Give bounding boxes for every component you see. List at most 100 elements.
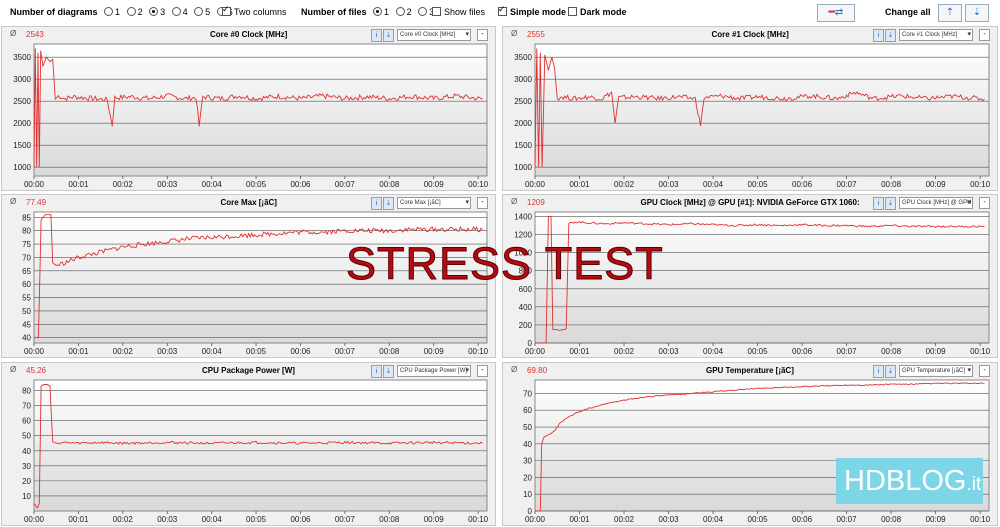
y-tick-label: 3500 <box>514 53 532 62</box>
simple-mode-checkbox[interactable] <box>498 4 507 16</box>
two-columns-label: Two columns <box>234 7 287 17</box>
y-tick-label: 1200 <box>514 231 532 240</box>
sensor-select[interactable]: GPU Clock [MHz] @ GPU <box>899 197 973 209</box>
y-tick-label: 60 <box>22 417 31 426</box>
diagram-option-1: 1 <box>115 7 121 17</box>
info-button[interactable]: i <box>371 365 382 378</box>
stress-test-watermark: STRESS TEST <box>346 238 664 290</box>
panel-title: CPU Package Power [W] <box>202 366 295 375</box>
diagram-panel-core0-clock: Ø 2543 Core #0 Clock [MHz] i ⇣ Core #0 Clock … <box>1 26 496 191</box>
plot-area <box>33 43 488 177</box>
panel-menu-button[interactable]: - <box>979 197 990 209</box>
panel-menu-button[interactable]: - <box>477 197 488 209</box>
info-button[interactable]: i <box>371 197 382 210</box>
info-button[interactable]: i <box>873 365 884 378</box>
diagram-radio-2[interactable] <box>126 7 136 16</box>
sensor-select[interactable]: GPU Temperature [¡ãC] <box>899 365 973 377</box>
sort-button[interactable]: ⇣ <box>885 197 896 210</box>
sensor-select[interactable]: Core Max [¡ãC] <box>397 197 471 209</box>
sensor-select[interactable]: CPU Package Power [W] <box>397 365 471 377</box>
num-files-label: Number of files <box>301 7 367 17</box>
x-tick-label: 00:08 <box>881 180 902 189</box>
panel-menu-button[interactable]: - <box>477 365 488 377</box>
sensor-select[interactable]: Core #0 Clock [MHz] <box>397 29 471 41</box>
sort-button[interactable]: ⇣ <box>383 29 394 42</box>
x-tick-label: 00:01 <box>68 347 89 356</box>
diagram-radio-3[interactable] <box>149 7 159 16</box>
sort-button[interactable]: ⇣ <box>885 29 896 42</box>
sensor-select[interactable]: Core #1 Clock [MHz] <box>899 29 973 41</box>
x-tick-label: 00:10 <box>468 180 489 189</box>
file-radio-2[interactable] <box>395 7 405 16</box>
dark-mode-toggle[interactable]: Dark mode <box>568 7 627 17</box>
data-series-line <box>33 384 483 509</box>
num-diagrams-label: Number of diagrams <box>10 7 98 17</box>
arrow-up-icon: ⇡ <box>945 7 955 18</box>
x-tick-label: 00:04 <box>202 515 223 524</box>
panel-menu-button[interactable]: - <box>477 29 488 41</box>
show-files-toggle[interactable]: Show files <box>432 7 485 17</box>
two-columns-checkbox[interactable] <box>222 4 231 16</box>
x-tick-label: 00:08 <box>881 515 902 524</box>
diagram-radio-1[interactable] <box>104 7 114 16</box>
y-tick-label: 30 <box>22 462 31 471</box>
x-tick-label: 00:09 <box>424 180 445 189</box>
data-series-line <box>535 216 985 344</box>
num-files-group: Number of files 1 2 3 <box>301 7 434 17</box>
x-tick-label: 00:00 <box>525 180 546 189</box>
current-value: 69.80 <box>527 366 548 375</box>
logo-blog: BLOG <box>885 465 967 497</box>
logo-hd: HD <box>844 465 886 497</box>
panel-title: Core #1 Clock [MHz] <box>711 30 789 39</box>
x-tick-label: 00:03 <box>157 180 178 189</box>
num-diagrams-group: Number of diagrams 1 2 3 4 5 6 <box>10 7 233 17</box>
y-tick-label: 2000 <box>514 119 532 128</box>
x-tick-label: 00:09 <box>926 180 947 189</box>
x-tick-label: 00:09 <box>926 347 947 356</box>
info-button[interactable]: i <box>873 29 884 42</box>
hdblog-logo: HDBLOG.it <box>836 458 983 504</box>
file-radio-1[interactable] <box>373 7 383 16</box>
diagram-radio-5[interactable] <box>194 7 204 16</box>
y-tick-label: 70 <box>22 253 31 262</box>
panel-menu-button[interactable]: - <box>979 29 990 41</box>
panel-title: Core #0 Clock [MHz] <box>210 30 288 39</box>
toolbar: Number of diagrams 1 2 3 4 5 6 Two colum… <box>0 0 1000 26</box>
x-tick-label: 00:06 <box>290 180 311 189</box>
current-value: 2543 <box>26 30 44 39</box>
sort-button[interactable]: ⇣ <box>383 365 394 378</box>
x-tick-label: 00:02 <box>113 347 134 356</box>
panel-menu-button[interactable]: - <box>979 365 990 377</box>
change-all-up-button[interactable]: ⇡ <box>938 4 962 22</box>
y-tick-label: 60 <box>22 280 31 289</box>
x-tick-label: 00:06 <box>792 347 813 356</box>
simple-mode-toggle[interactable]: Simple mode <box>498 4 566 17</box>
x-tick-label: 00:10 <box>970 515 991 524</box>
file-radio-3[interactable] <box>418 7 428 16</box>
sort-button[interactable]: ⇣ <box>383 197 394 210</box>
reset-colors-button[interactable]: ━⇄ <box>817 4 855 22</box>
y-tick-label: 1500 <box>13 141 31 150</box>
diagram-option-4: 4 <box>182 7 188 17</box>
x-tick-label: 00:00 <box>525 515 546 524</box>
show-files-checkbox[interactable] <box>432 7 441 16</box>
dark-mode-checkbox[interactable] <box>568 7 577 16</box>
info-button[interactable]: i <box>873 197 884 210</box>
y-tick-label: 50 <box>523 423 532 432</box>
diagram-symbol-icon: Ø <box>511 29 518 38</box>
info-button[interactable]: i <box>371 29 382 42</box>
line-chart: 1000 1500 2000 2500 3000 3500 00:00 00:01 00:02 0… <box>13 43 489 189</box>
two-columns-toggle[interactable]: Two columns <box>222 4 287 17</box>
x-tick-label: 00:00 <box>525 347 546 356</box>
y-tick-label: 20 <box>523 473 532 482</box>
x-tick-label: 00:02 <box>614 515 635 524</box>
sort-button[interactable]: ⇣ <box>885 365 896 378</box>
change-all-down-button[interactable]: ⇣ <box>965 4 989 22</box>
y-tick-label: 3000 <box>514 75 532 84</box>
x-tick-label: 00:07 <box>335 515 356 524</box>
x-tick-label: 00:10 <box>970 347 991 356</box>
x-tick-label: 00:06 <box>290 347 311 356</box>
diagram-radio-4[interactable] <box>171 7 181 16</box>
plot-area <box>33 211 488 344</box>
